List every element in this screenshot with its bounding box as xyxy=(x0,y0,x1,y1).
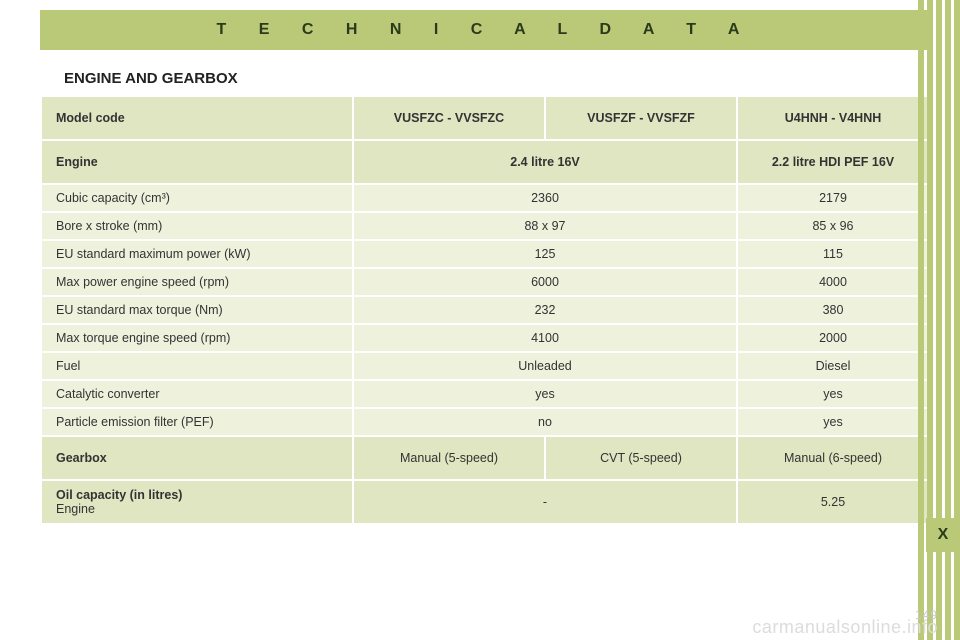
spec-c12: yes xyxy=(354,381,736,407)
model-code-c1: VUSFZC - VVSFZC xyxy=(354,97,544,139)
model-code-label: Model code xyxy=(42,97,352,139)
spec-c3: 4000 xyxy=(738,269,928,295)
spec-label: Particle emission filter (PEF) xyxy=(42,409,352,435)
page-content: T E C H N I C A L D A T A ENGINE AND GEA… xyxy=(40,0,930,525)
gearbox-c3: Manual (6-speed) xyxy=(738,437,928,479)
row-oil: Oil capacity (in litres) Engine - 5.25 xyxy=(42,481,928,523)
spec-c12: 88 x 97 xyxy=(354,213,736,239)
oil-c12: - xyxy=(354,481,736,523)
row-engine: Engine 2.4 litre 16V 2.2 litre HDI PEF 1… xyxy=(42,141,928,183)
spec-label: Cubic capacity (cm³) xyxy=(42,185,352,211)
spec-c12: 6000 xyxy=(354,269,736,295)
spec-c12: no xyxy=(354,409,736,435)
gearbox-label: Gearbox xyxy=(42,437,352,479)
oil-c3: 5.25 xyxy=(738,481,928,523)
model-code-c2: VUSFZF - VVSFZF xyxy=(546,97,736,139)
engine-label: Engine xyxy=(42,141,352,183)
section-title: ENGINE AND GEARBOX xyxy=(64,70,930,87)
oil-title: Oil capacity (in litres) xyxy=(56,488,182,502)
spec-label: Catalytic converter xyxy=(42,381,352,407)
spec-c3: 2179 xyxy=(738,185,928,211)
row-spec: Cubic capacity (cm³) 2360 2179 xyxy=(42,185,928,211)
oil-label: Oil capacity (in litres) Engine xyxy=(42,481,352,523)
row-spec: Bore x stroke (mm) 88 x 97 85 x 96 xyxy=(42,213,928,239)
spec-label: EU standard max torque (Nm) xyxy=(42,297,352,323)
row-model-code: Model code VUSFZC - VVSFZC VUSFZF - VVSF… xyxy=(42,97,928,139)
row-spec: EU standard maximum power (kW) 125 115 xyxy=(42,241,928,267)
row-spec: Max torque engine speed (rpm) 4100 2000 xyxy=(42,325,928,351)
spec-label: Fuel xyxy=(42,353,352,379)
spec-c12: 125 xyxy=(354,241,736,267)
spec-c3: 2000 xyxy=(738,325,928,351)
gearbox-c2: CVT (5-speed) xyxy=(546,437,736,479)
spec-c3: yes xyxy=(738,409,928,435)
spec-c12: Unleaded xyxy=(354,353,736,379)
spec-c12: 2360 xyxy=(354,185,736,211)
engine-c3: 2.2 litre HDI PEF 16V xyxy=(738,141,928,183)
row-spec: EU standard max torque (Nm) 232 380 xyxy=(42,297,928,323)
row-spec: Particle emission filter (PEF) no yes xyxy=(42,409,928,435)
spec-c12: 232 xyxy=(354,297,736,323)
spec-c3: Diesel xyxy=(738,353,928,379)
oil-sub: Engine xyxy=(56,502,95,516)
row-spec: Catalytic converter yes yes xyxy=(42,381,928,407)
spec-table: Model code VUSFZC - VVSFZC VUSFZF - VVSF… xyxy=(40,95,930,525)
model-code-c3: U4HNH - V4HNH xyxy=(738,97,928,139)
watermark: carmanualsonline.info xyxy=(752,617,938,638)
spec-c3: 85 x 96 xyxy=(738,213,928,239)
spec-c3: 115 xyxy=(738,241,928,267)
row-gearbox: Gearbox Manual (5-speed) CVT (5-speed) M… xyxy=(42,437,928,479)
spec-c12: 4100 xyxy=(354,325,736,351)
spec-label: Bore x stroke (mm) xyxy=(42,213,352,239)
page-title: T E C H N I C A L D A T A xyxy=(40,10,930,50)
spec-label: EU standard maximum power (kW) xyxy=(42,241,352,267)
gearbox-c1: Manual (5-speed) xyxy=(354,437,544,479)
spec-c3: 380 xyxy=(738,297,928,323)
row-spec: Max power engine speed (rpm) 6000 4000 xyxy=(42,269,928,295)
spec-label: Max torque engine speed (rpm) xyxy=(42,325,352,351)
row-spec: Fuel Unleaded Diesel xyxy=(42,353,928,379)
section-tab: X xyxy=(926,518,960,552)
spec-c3: yes xyxy=(738,381,928,407)
spec-label: Max power engine speed (rpm) xyxy=(42,269,352,295)
engine-c12: 2.4 litre 16V xyxy=(354,141,736,183)
